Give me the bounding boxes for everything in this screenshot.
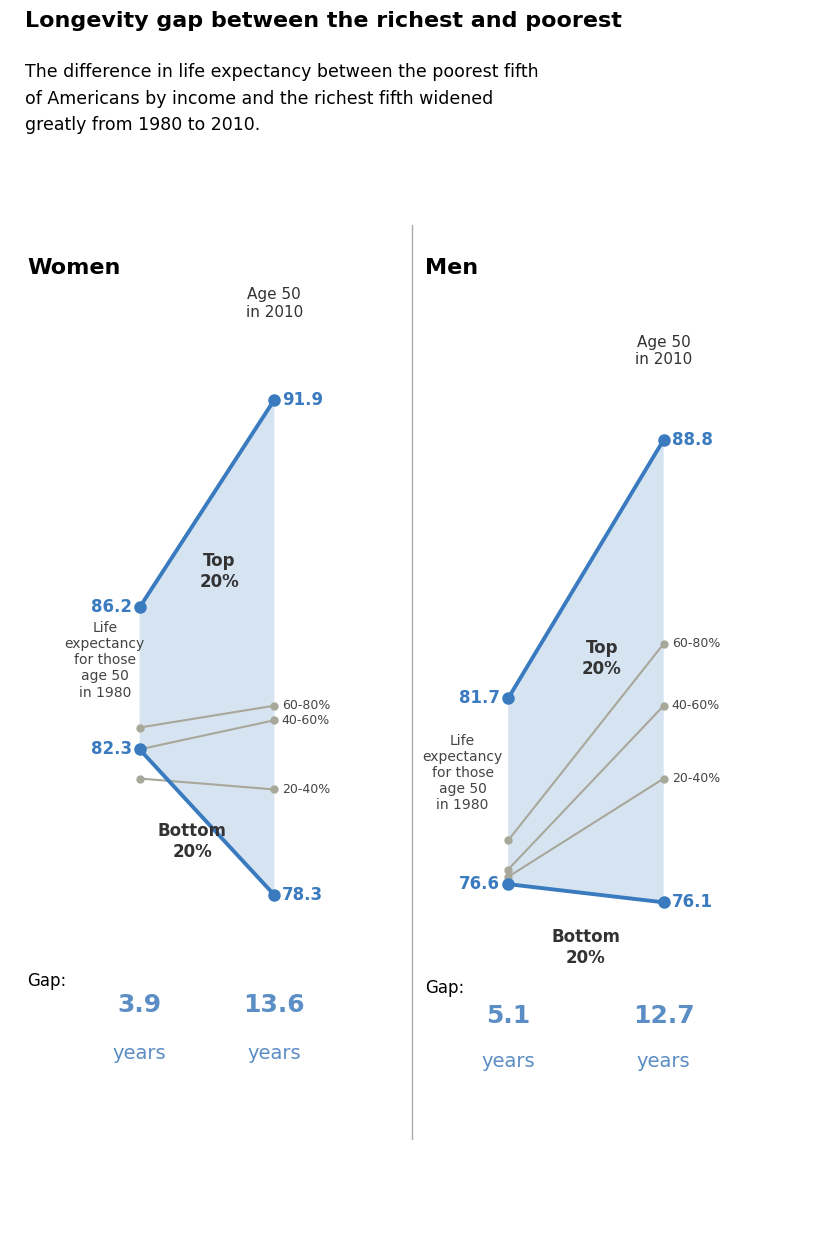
Text: 12.7: 12.7 bbox=[632, 1004, 694, 1028]
Text: 20-40%: 20-40% bbox=[281, 782, 330, 796]
Text: years: years bbox=[247, 1044, 301, 1063]
Text: 40-60%: 40-60% bbox=[671, 699, 719, 712]
Text: 82.3: 82.3 bbox=[91, 740, 132, 759]
Text: 13.6: 13.6 bbox=[243, 993, 305, 1018]
Text: 91.9: 91.9 bbox=[281, 391, 323, 408]
Text: 76.6: 76.6 bbox=[458, 875, 500, 893]
Polygon shape bbox=[140, 399, 274, 895]
Text: Gap:: Gap: bbox=[424, 979, 464, 997]
Text: 76.1: 76.1 bbox=[671, 894, 712, 911]
Text: years: years bbox=[480, 1052, 534, 1070]
Text: Top
20%: Top 20% bbox=[581, 639, 621, 677]
Text: Bottom
20%: Bottom 20% bbox=[551, 928, 619, 967]
Polygon shape bbox=[508, 439, 663, 903]
Text: 40-60%: 40-60% bbox=[281, 714, 330, 726]
Text: 81.7: 81.7 bbox=[458, 690, 500, 707]
Text: Life
expectancy
for those
age 50
in 1980: Life expectancy for those age 50 in 1980 bbox=[422, 734, 502, 813]
Text: Women: Women bbox=[27, 258, 121, 278]
Text: 3.9: 3.9 bbox=[117, 993, 161, 1018]
Text: Top
20%: Top 20% bbox=[199, 552, 239, 591]
Text: Bottom
20%: Bottom 20% bbox=[157, 823, 227, 861]
Text: 5.1: 5.1 bbox=[485, 1004, 529, 1028]
Text: 60-80%: 60-80% bbox=[671, 637, 719, 650]
Text: Men: Men bbox=[424, 258, 477, 278]
Text: 20-40%: 20-40% bbox=[671, 772, 719, 785]
Text: 78.3: 78.3 bbox=[281, 886, 323, 904]
Text: The difference in life expectancy between the poorest fifth
of Americans by inco: The difference in life expectancy betwee… bbox=[25, 63, 538, 134]
Text: Longevity gap between the richest and poorest: Longevity gap between the richest and po… bbox=[25, 11, 621, 31]
Text: years: years bbox=[636, 1052, 690, 1070]
Text: 86.2: 86.2 bbox=[91, 598, 132, 616]
Text: Age 50
in 2010: Age 50 in 2010 bbox=[246, 287, 303, 319]
Text: 60-80%: 60-80% bbox=[281, 699, 330, 712]
Text: Age 50
in 2010: Age 50 in 2010 bbox=[634, 334, 691, 367]
Text: years: years bbox=[112, 1044, 166, 1063]
Text: Gap:: Gap: bbox=[27, 972, 66, 989]
Text: 88.8: 88.8 bbox=[671, 431, 712, 448]
Text: Life
expectancy
for those
age 50
in 1980: Life expectancy for those age 50 in 1980 bbox=[65, 621, 145, 700]
